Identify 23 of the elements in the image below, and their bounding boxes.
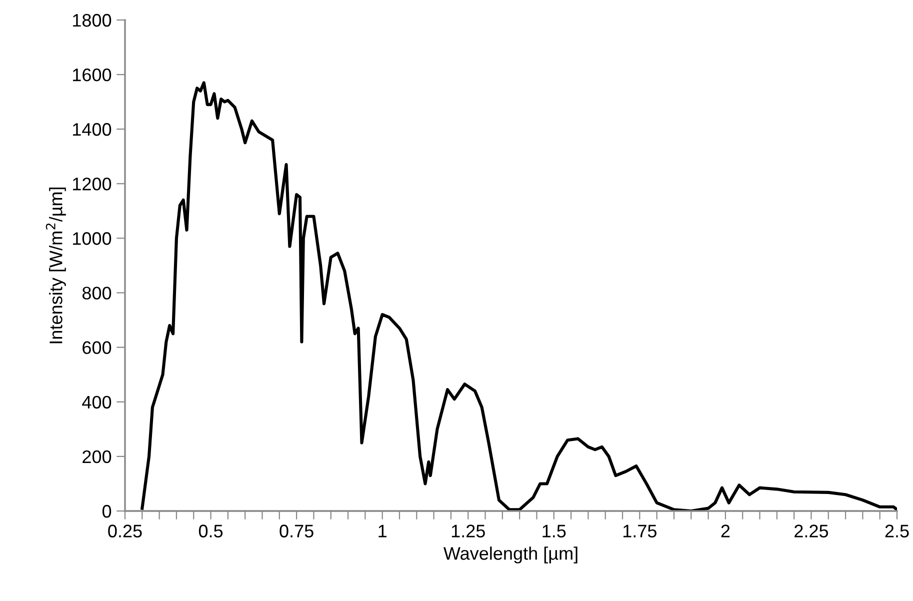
x-tick-label: 2.25 bbox=[794, 524, 828, 538]
y-tick-label: 600 bbox=[82, 341, 112, 354]
x-tick-label: 1.5 bbox=[542, 524, 566, 538]
x-tick-label: 0.75 bbox=[280, 524, 314, 538]
x-tick-label: 1.75 bbox=[623, 524, 656, 538]
x-tick-label: 2.5 bbox=[885, 524, 909, 538]
x-tick-label: 1 bbox=[378, 524, 386, 538]
x-axis-title: Wavelength [µm] bbox=[444, 546, 578, 564]
y-axis-title: Intensity [W/m$^{2}$/µm] bbox=[46, 188, 66, 344]
y-tick-label: 1600 bbox=[73, 68, 112, 82]
y-tick-label: 1200 bbox=[73, 178, 112, 190]
y-tick-label: 400 bbox=[82, 396, 112, 409]
y-tick-label: 0 bbox=[102, 504, 112, 518]
line-series bbox=[140, 81, 897, 511]
y-tick-label: 1400 bbox=[73, 123, 112, 136]
x-tick-label: 2 bbox=[721, 524, 730, 538]
y-tick-label: 1800 bbox=[73, 14, 112, 27]
x-tick-label: 1.25 bbox=[452, 524, 485, 538]
y-tick-label: 200 bbox=[82, 450, 112, 464]
x-tick-label: 0.25 bbox=[108, 524, 142, 538]
y-tick-label: 1000 bbox=[73, 232, 112, 245]
x-tick-label: 0.5 bbox=[198, 524, 223, 538]
y-tick-label: 800 bbox=[82, 286, 112, 300]
